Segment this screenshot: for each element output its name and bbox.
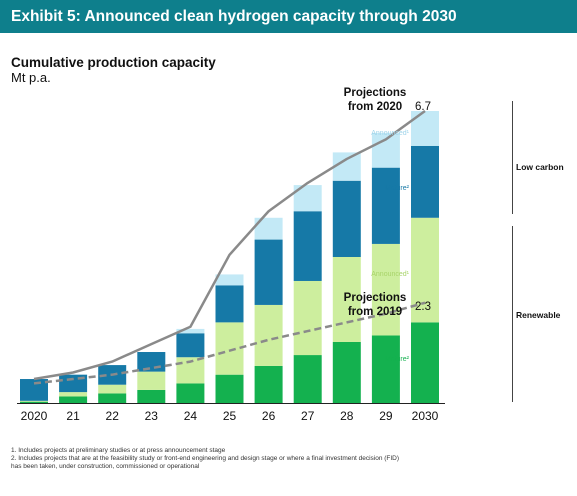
- x-tick-label-21: 21: [66, 409, 80, 423]
- x-tick-label-2020: 2020: [21, 409, 48, 423]
- projection-2019-label-line2: from 2019: [348, 306, 402, 318]
- bar-segment-1-25: [215, 322, 244, 375]
- projection-2019-value: 2.3: [415, 301, 431, 313]
- bar-segment-1-22: [98, 384, 127, 394]
- bar-segment-3-26: [254, 217, 283, 240]
- chart-subtitle: Cumulative production capacity: [11, 55, 216, 70]
- bar-segment-1-26: [254, 304, 283, 366]
- segment-label-low-mature: Mature²: [385, 185, 410, 192]
- bar-segment-1-28: [332, 257, 361, 342]
- projection-2020-label-line1: Projections: [344, 87, 407, 99]
- x-tick-label-2030: 2030: [412, 409, 439, 423]
- projection-2020-value: 6.7: [415, 101, 431, 113]
- projection-2020-line: [33, 109, 426, 381]
- segment-label-low-announced: Announced¹: [371, 130, 409, 137]
- segment-label-ren-announced: Announced¹: [371, 271, 409, 278]
- bar-segment-2-25: [215, 285, 244, 323]
- x-tick-label-27: 27: [301, 409, 315, 423]
- bar-segment-3-25: [215, 274, 244, 286]
- bar-segment-1-29: [371, 243, 400, 336]
- x-tick-label-26: 26: [262, 409, 276, 423]
- bar-segment-2-29: [371, 167, 400, 244]
- footnote-1: 1. Includes projects at preliminary stud…: [11, 447, 226, 454]
- bar-segment-0-23: [137, 389, 166, 403]
- bar-segment-2-28: [332, 180, 361, 257]
- footnotes: 1. Includes projects at preliminary stud…: [11, 447, 556, 471]
- x-tick-label-23: 23: [145, 409, 159, 423]
- bar-segment-1-21: [59, 392, 88, 397]
- footnote-2: 2. Includes projects that are at the fea…: [11, 455, 400, 462]
- x-tick-label-25: 25: [223, 409, 237, 423]
- bar-segment-0-24: [176, 383, 205, 403]
- bar-segment-1-23: [137, 371, 166, 390]
- bar-segment-0-26: [254, 365, 283, 403]
- x-tick-label-28: 28: [340, 409, 354, 423]
- bar-segment-3-2030: [411, 111, 439, 146]
- bar-segment-0-25: [215, 374, 244, 403]
- bar-segment-0-27: [293, 355, 322, 403]
- bar-segment-2-2030: [411, 145, 439, 218]
- bar-segment-0-21: [59, 396, 88, 403]
- bar-segment-0-29: [371, 335, 400, 403]
- capacity-chart: 2020 21 22 23 24 25 26 27 28 29 2030 Projections fro…: [17, 87, 564, 423]
- projection-2019-line: [33, 301, 426, 385]
- segment-label-ren-mature: Mature²: [385, 356, 410, 363]
- exhibit-title: Exhibit 5: Announced clean hydrogen capa…: [0, 0, 577, 33]
- bar-segment-3-28: [332, 152, 361, 181]
- x-tick-label-29: 29: [379, 409, 393, 423]
- projection-2019-label-line1: Projections: [344, 292, 407, 304]
- chart-unit: Mt p.a.: [11, 70, 51, 85]
- bar-segment-2-24: [176, 333, 205, 358]
- low-carbon-label: Low carbon: [516, 162, 564, 172]
- bar-segment-0-22: [98, 393, 127, 403]
- projection-2020-label-line2: from 2020: [348, 101, 402, 113]
- bar-segment-2-26: [254, 239, 283, 305]
- bar-segment-1-2020: [20, 400, 48, 402]
- renewable-label: Renewable: [516, 310, 561, 320]
- bar-segment-1-27: [293, 280, 322, 356]
- x-tick-label-24: 24: [184, 409, 198, 423]
- bar-segment-2-23: [137, 352, 166, 372]
- bar-segment-2-27: [293, 211, 322, 281]
- footnote-2-cont: has been taken, under construction, comm…: [11, 463, 200, 470]
- bar-segment-0-2020: [20, 401, 48, 403]
- bar-segment-0-2030: [411, 322, 439, 403]
- bar-segment-0-28: [332, 341, 361, 403]
- bar-segment-3-24: [176, 328, 205, 334]
- bar-segment-2-2020: [20, 379, 48, 401]
- x-tick-label-22: 22: [106, 409, 120, 423]
